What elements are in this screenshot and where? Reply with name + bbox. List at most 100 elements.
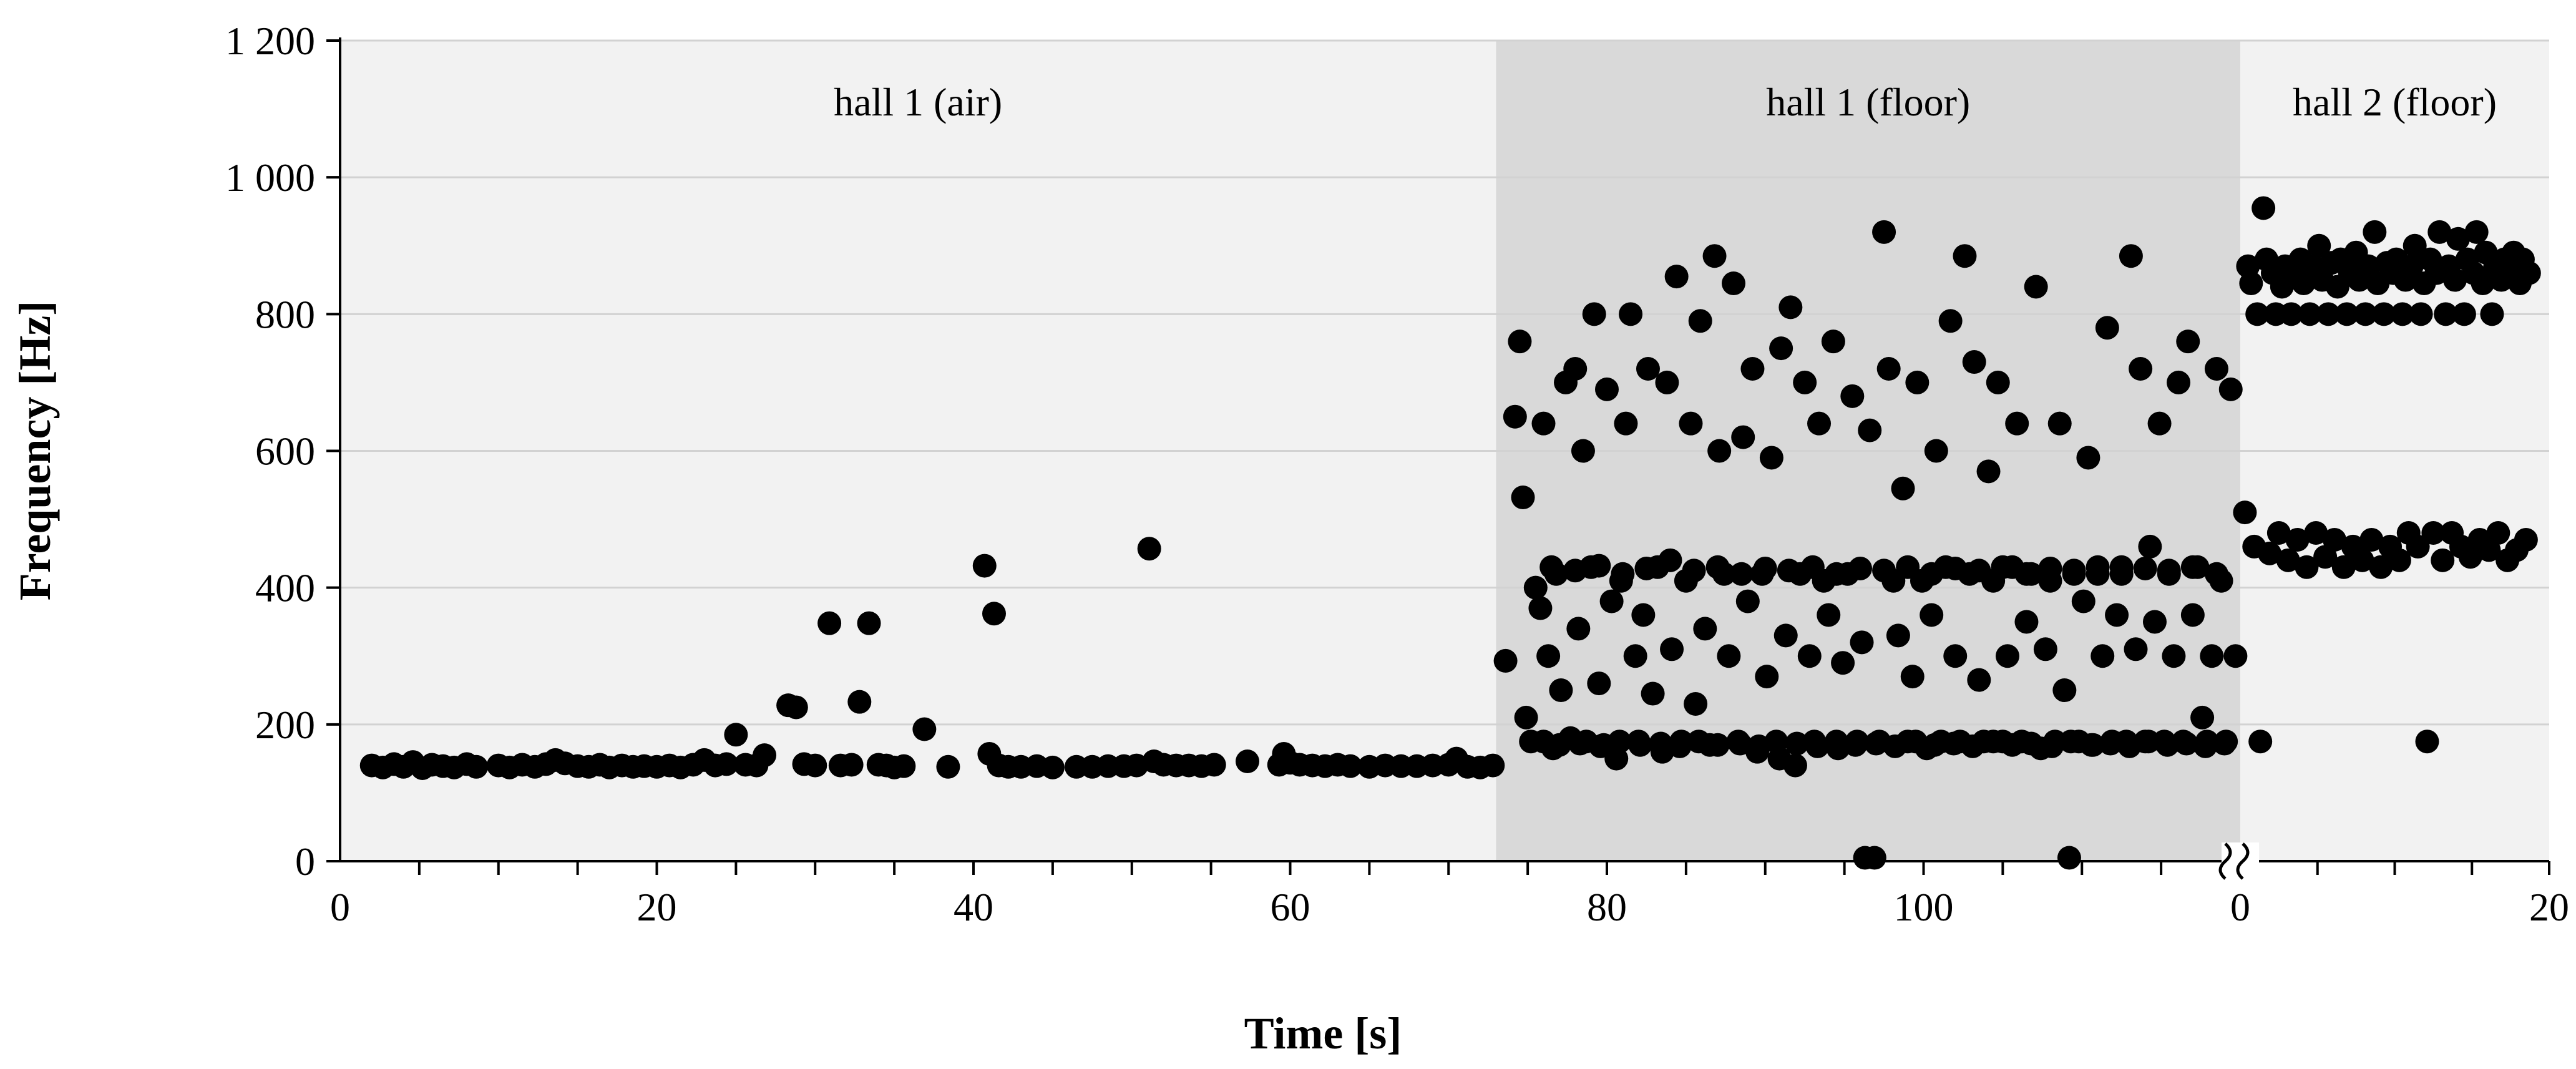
point-s0-284 (1563, 559, 1588, 583)
point-s0-169 (1858, 418, 1882, 442)
point-s0-155 (1793, 370, 1817, 394)
point-s0-276 (2098, 731, 2122, 756)
point-s0-226 (2129, 357, 2153, 381)
point-s1-23 (2304, 521, 2328, 545)
x-tick-label-s1-0: 0 (2230, 885, 2250, 929)
point-s0-71 (1235, 749, 1259, 774)
point-s0-196 (1986, 370, 2010, 394)
region-label-2: hall 2 (floor) (2293, 80, 2497, 124)
point-s0-287 (1634, 556, 1659, 580)
point-s0-215 (2076, 446, 2100, 470)
point-s1-32 (2331, 555, 2356, 579)
point-s0-210 (2052, 678, 2077, 703)
point-s0-64 (1137, 537, 1161, 561)
point-s1-59 (2415, 730, 2439, 754)
point-s0-161 (1821, 329, 1845, 354)
point-s0-113 (1595, 377, 1619, 401)
point-s0-283 (1539, 555, 1564, 579)
point-s0-94 (1514, 705, 1538, 730)
point-s0-50 (936, 754, 960, 779)
point-s0-305 (2062, 559, 2086, 583)
point-s0-263 (1843, 733, 1868, 757)
point-s0-131 (1679, 411, 1703, 436)
point-s1-8 (2258, 541, 2282, 565)
point-s0-167 (1850, 630, 1874, 655)
point-s0-189 (1953, 244, 1977, 268)
point-s0-228 (2138, 534, 2162, 559)
point-s0-119 (1623, 644, 1647, 668)
point-s0-179 (1905, 370, 1930, 394)
point-s0-271 (2000, 733, 2024, 757)
point-s1-54 (2399, 254, 2424, 278)
point-s0-261 (1805, 734, 1830, 758)
point-s0-295 (1824, 562, 1848, 586)
point-s1-80 (2480, 302, 2504, 326)
point-s0-279 (2155, 733, 2180, 757)
point-s0-163 (1831, 651, 1855, 675)
point-s0-292 (1753, 556, 1777, 580)
point-s0-134 (1693, 617, 1717, 641)
point-s0-251 (1608, 730, 1632, 754)
point-s1-50 (2387, 548, 2411, 572)
point-s0-132 (1684, 691, 1708, 716)
point-s0-144 (1740, 357, 1765, 381)
y-tick-label-3: 600 (255, 429, 315, 474)
point-s0-183 (1924, 439, 1948, 463)
point-s0-92 (1508, 329, 1532, 354)
point-s0-254 (1667, 734, 1692, 758)
point-s0-262 (1824, 730, 1848, 754)
point-s0-253 (1649, 731, 1673, 756)
point-s0-299 (1920, 562, 1944, 586)
point-s0-255 (1687, 730, 1711, 754)
point-s0-289 (1682, 559, 1706, 583)
y-tick-label-2: 400 (255, 566, 315, 610)
point-s0-136 (1702, 244, 1727, 268)
point-s0-107 (1571, 439, 1595, 463)
point-s0-51 (972, 554, 997, 578)
point-s0-221 (2105, 603, 2129, 627)
point-s1-6 (2252, 196, 2276, 220)
point-s1-55 (2403, 233, 2427, 258)
point-s0-296 (1848, 556, 1872, 580)
point-s0-111 (1587, 671, 1611, 696)
point-s1-51 (2390, 302, 2414, 326)
point-s0-118 (1619, 302, 1643, 326)
point-s0-105 (1563, 357, 1588, 381)
point-s0-209 (2047, 411, 2072, 436)
point-s0-257 (1728, 731, 1752, 756)
point-s0-98 (1531, 411, 1556, 436)
point-s1-44 (2369, 555, 2393, 579)
point-s0-70 (1202, 753, 1226, 777)
point-s0-267 (1923, 733, 1947, 757)
point-s1-75 (2464, 220, 2489, 244)
point-s1-17 (2285, 527, 2310, 552)
x-tick-label-s0-3: 60 (1271, 885, 1310, 929)
point-s0-126 (1655, 370, 1679, 394)
point-s0-239 (2190, 705, 2215, 730)
point-s0-206 (2033, 637, 2057, 661)
point-s0-121 (1631, 603, 1656, 627)
point-s0-117 (1614, 411, 1638, 436)
point-s0-31 (715, 752, 739, 776)
point-s0-96 (1523, 575, 1548, 600)
point-s0-48 (892, 754, 916, 778)
point-s0-288 (1658, 548, 1682, 572)
point-s0-79 (1338, 754, 1362, 778)
y-tick-label-1: 200 (255, 703, 315, 747)
point-s1-57 (2409, 302, 2433, 326)
point-s0-229 (2142, 610, 2167, 634)
point-s0-259 (1767, 746, 1792, 771)
gridlines (340, 39, 2549, 726)
point-s0-123 (1641, 681, 1665, 706)
point-s0-44 (857, 611, 881, 635)
point-s1-4 (2245, 302, 2270, 326)
x-tick-label-s0-1: 20 (637, 885, 677, 929)
point-s0-42 (839, 753, 864, 777)
point-s0-248 (1547, 733, 1571, 757)
point-s0-294 (1800, 555, 1825, 579)
point-s1-21 (2298, 302, 2322, 326)
point-s1-24 (2307, 233, 2331, 258)
point-s0-202 (2014, 610, 2039, 634)
point-s0-293 (1777, 559, 1801, 583)
point-s1-39 (2353, 302, 2378, 326)
